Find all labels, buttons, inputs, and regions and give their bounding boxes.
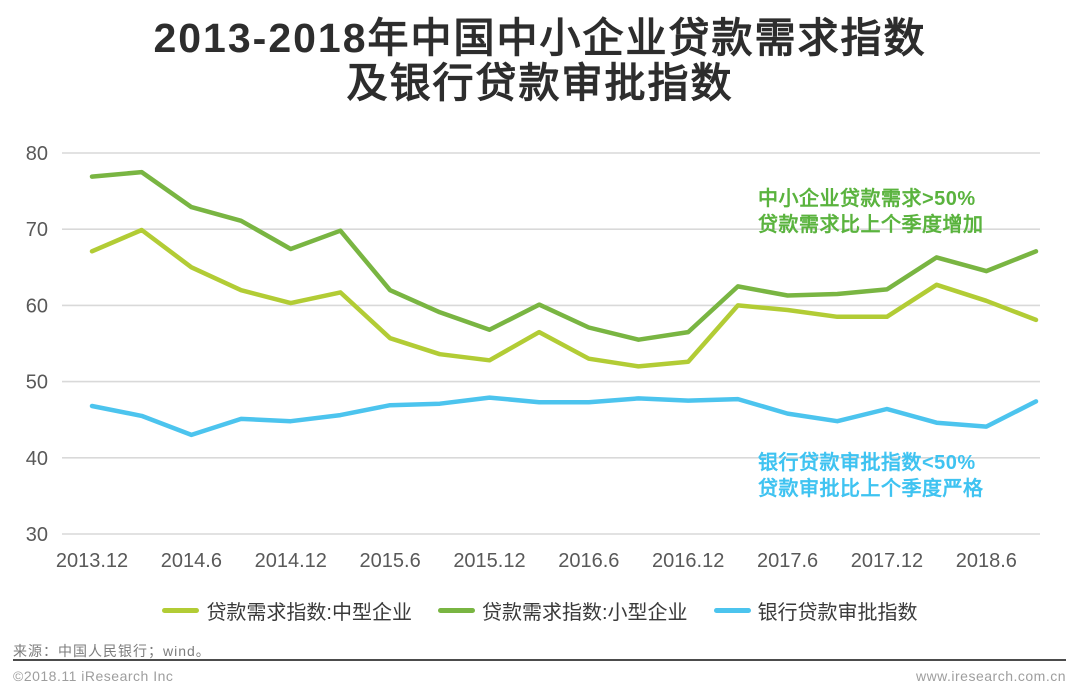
svg-text:2018.6: 2018.6 xyxy=(956,550,1017,572)
legend-label-medium-enterprise: 贷款需求指数:中型企业 xyxy=(206,602,412,624)
svg-text:2015.6: 2015.6 xyxy=(360,550,421,572)
legend-swatch-small-enterprise xyxy=(438,608,475,613)
annotation-loan-demand-line1: 中小企业贷款需求>50% xyxy=(758,188,976,210)
svg-text:40: 40 xyxy=(26,448,48,470)
svg-text:2016.6: 2016.6 xyxy=(558,550,619,572)
annotation-loan-approval-line2: 贷款审批比上个季度严格 xyxy=(758,478,984,500)
svg-text:2015.12: 2015.12 xyxy=(453,550,525,572)
legend-label-bank-approval: 银行贷款审批指数 xyxy=(757,602,918,624)
svg-text:2014.12: 2014.12 xyxy=(255,550,327,572)
svg-text:70: 70 xyxy=(26,219,48,241)
legend-label-small-enterprise: 贷款需求指数:小型企业 xyxy=(482,602,688,624)
annotation-loan-demand-line2: 贷款需求比上个季度增加 xyxy=(758,214,984,236)
svg-text:2014.6: 2014.6 xyxy=(161,550,222,572)
legend-swatch-bank-approval xyxy=(713,608,751,613)
source-note: 来源：中国人民银行；wind。 xyxy=(13,643,211,659)
legend-item-bank-approval: 银行贷款审批指数 xyxy=(713,596,918,625)
svg-text:50: 50 xyxy=(26,372,48,394)
svg-text:60: 60 xyxy=(26,295,48,317)
chart-title-line2: 及银行贷款审批指数 xyxy=(346,60,734,106)
svg-text:2017.12: 2017.12 xyxy=(851,550,923,572)
svg-text:2017.6: 2017.6 xyxy=(757,550,818,572)
footer: ©2018.11 iResearch Inc www.iresearch.com… xyxy=(13,668,1066,684)
svg-text:30: 30 xyxy=(26,524,48,546)
legend-item-medium-enterprise: 贷款需求指数:中型企业 xyxy=(162,596,412,625)
annotation-loan-approval: 银行贷款审批指数<50% 贷款审批比上个季度严格 xyxy=(758,450,984,502)
svg-text:2013.12: 2013.12 xyxy=(56,550,128,572)
annotation-loan-approval-line1: 银行贷款审批指数<50% xyxy=(758,452,976,474)
chart-title-line1: 2013-2018年中国中小企业贷款需求指数 xyxy=(153,15,927,61)
chart-title: 2013-2018年中国中小企业贷款需求指数 及银行贷款审批指数 xyxy=(0,16,1080,106)
legend-swatch-medium-enterprise xyxy=(162,608,200,613)
legend: 贷款需求指数:中型企业 贷款需求指数:小型企业 银行贷款审批指数 xyxy=(0,596,1080,625)
footer-website: www.iresearch.com.cn xyxy=(915,668,1066,684)
footer-copyright: ©2018.11 iResearch Inc xyxy=(13,668,174,684)
svg-text:2016.12: 2016.12 xyxy=(652,550,724,572)
svg-text:80: 80 xyxy=(26,143,48,165)
legend-item-small-enterprise: 贷款需求指数:小型企业 xyxy=(438,596,688,625)
annotation-loan-demand: 中小企业贷款需求>50% 贷款需求比上个季度增加 xyxy=(758,186,984,238)
footer-divider xyxy=(13,659,1066,661)
